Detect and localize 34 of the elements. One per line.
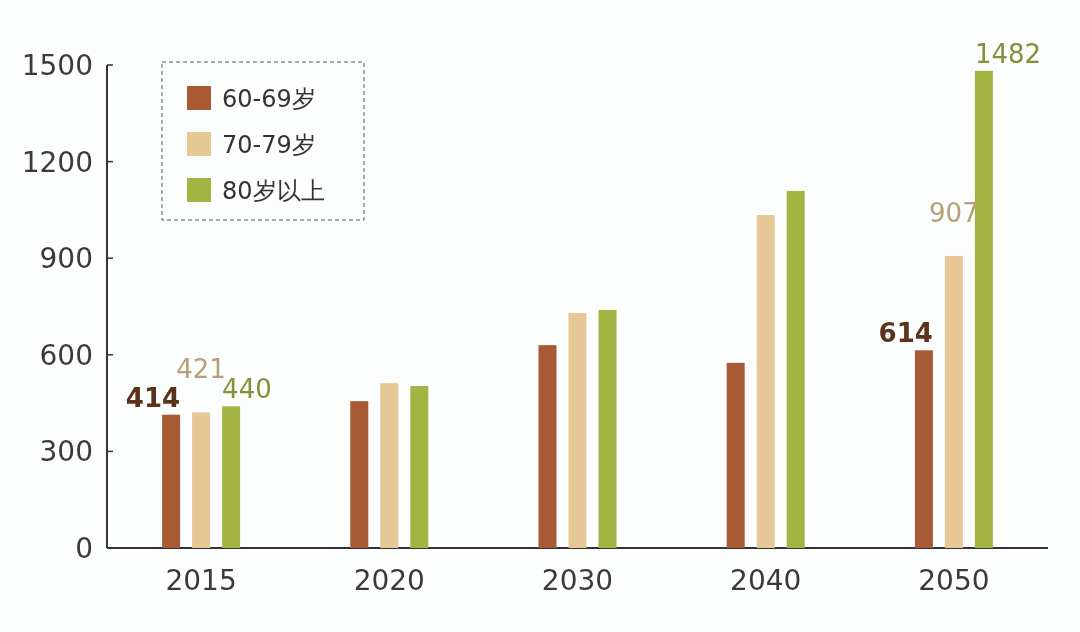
x-tick-label: 2020 [353, 564, 425, 597]
y-tick-label: 1500 [21, 49, 93, 82]
legend-label: 60-69岁 [222, 85, 316, 113]
data-label: 414 [125, 382, 181, 413]
bar [192, 412, 211, 548]
data-label: 907 [929, 197, 979, 228]
bar [914, 350, 933, 548]
bar [598, 310, 617, 548]
bar [380, 383, 399, 548]
bar [726, 362, 745, 548]
data-label: 614 [878, 318, 933, 349]
legend-label: 70-79岁 [222, 131, 316, 159]
bar [786, 190, 805, 548]
bar [222, 406, 241, 548]
x-tick-label: 2015 [165, 564, 237, 597]
x-tick-label: 2050 [918, 564, 990, 597]
y-tick-label: 1200 [21, 145, 93, 179]
bar [350, 401, 369, 548]
data-label: 1482 [974, 38, 1042, 69]
data-label: 421 [176, 354, 226, 385]
bar [944, 255, 963, 548]
y-tick-label: 300 [39, 435, 93, 469]
bar [162, 414, 181, 548]
x-tick-label: 2040 [730, 564, 802, 597]
bar [538, 345, 557, 548]
y-tick-label: 600 [39, 338, 93, 372]
y-tick-label: 900 [39, 242, 93, 276]
bar [756, 215, 775, 548]
bar [410, 386, 429, 548]
x-tick-label: 2030 [541, 564, 614, 597]
bar [974, 70, 993, 548]
legend-label: 80岁以上 [222, 177, 325, 205]
bar [568, 312, 587, 548]
y-tick-label: 0 [75, 532, 93, 565]
